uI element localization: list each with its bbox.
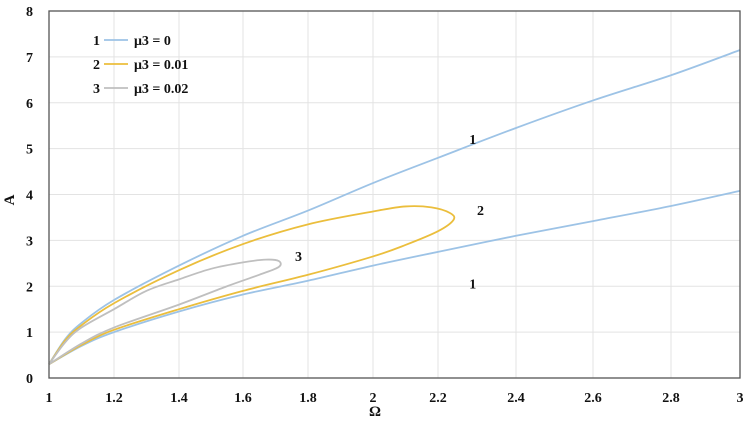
- curve-label: 1: [469, 278, 476, 293]
- x-tick-label: 1.6: [234, 391, 252, 406]
- legend: 1 μ3 = 0 2 μ3 = 0.01 3 μ3 = 0.02: [93, 34, 188, 97]
- annotations: 1 1 2 3: [295, 133, 484, 293]
- y-tick-label: 5: [26, 143, 33, 158]
- series-line-1: [48, 189, 741, 366]
- series-line-3: [48, 258, 282, 365]
- curve-label: 3: [295, 250, 302, 265]
- legend-id: 2: [93, 58, 100, 73]
- x-axis-label: Ω: [369, 404, 381, 420]
- y-tick-label: 7: [26, 51, 33, 66]
- x-tick-label: 2.8: [662, 391, 680, 406]
- x-tick-label: 2.2: [429, 391, 447, 406]
- curve-label: 2: [477, 204, 484, 219]
- y-axis-label: A: [2, 194, 18, 205]
- x-tick-label: 2.4: [507, 391, 525, 406]
- x-tick-label: 2.6: [584, 391, 602, 406]
- y-tick-label: 2: [26, 280, 33, 295]
- x-tick-label: 3: [737, 391, 744, 406]
- x-tick-label: 1.4: [170, 391, 188, 406]
- legend-id: 3: [93, 82, 100, 97]
- x-tick-label: 1.8: [299, 391, 317, 406]
- y-tick-label: 0: [26, 372, 33, 387]
- curve-label: 1: [469, 133, 476, 148]
- curves: [48, 49, 741, 366]
- legend-label: μ3 = 0.02: [134, 82, 188, 97]
- series-line-2: [48, 205, 456, 366]
- legend-label: μ3 = 0: [134, 34, 171, 49]
- y-tick-label: 8: [26, 5, 33, 20]
- x-tick-label: 1.2: [105, 391, 123, 406]
- legend-label: μ3 = 0.01: [134, 58, 188, 73]
- y-tick-label: 6: [26, 97, 33, 112]
- x-tick-label: 1: [46, 391, 53, 406]
- legend-id: 1: [93, 34, 100, 49]
- y-tick-label: 1: [26, 326, 33, 341]
- plot-frame: [48, 10, 741, 379]
- series-line-1: [48, 49, 741, 365]
- x-tick-label: 2: [370, 391, 377, 406]
- y-tick-label: 3: [26, 234, 33, 249]
- y-tick-label: 4: [26, 189, 33, 204]
